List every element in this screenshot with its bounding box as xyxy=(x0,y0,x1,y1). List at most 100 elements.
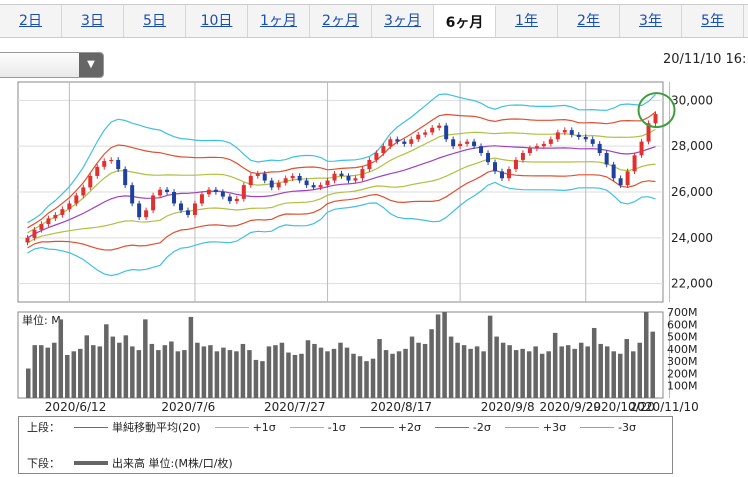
candle-body xyxy=(318,185,323,188)
tab-10[interactable]: 3年 xyxy=(620,5,682,37)
volume-bar xyxy=(442,312,447,398)
candle-body xyxy=(339,173,344,176)
volume-bar xyxy=(71,351,77,398)
candle-body xyxy=(346,175,351,181)
volume-bar xyxy=(630,351,636,398)
volume-bar xyxy=(546,351,551,398)
volume-bar xyxy=(611,351,616,398)
x-tick-label: 2020/6/12 xyxy=(45,400,107,412)
volume-bar xyxy=(429,329,434,398)
candle-body xyxy=(493,162,498,172)
bollinger-line xyxy=(27,111,656,229)
volume-bar xyxy=(383,350,389,398)
legend-item: -3σ xyxy=(580,419,636,435)
x-tick-label: 2020/9/8 xyxy=(481,400,535,412)
candle-body xyxy=(576,134,581,137)
volume-tick-label: 600M xyxy=(667,318,698,331)
volume-bar xyxy=(214,351,220,398)
legend-swatch xyxy=(580,426,615,428)
tab-0[interactable]: 2日 xyxy=(0,5,62,37)
tab-6[interactable]: 3ヶ月 xyxy=(372,5,434,37)
candle-body xyxy=(520,153,525,160)
volume-bar xyxy=(182,350,187,398)
candle-body xyxy=(499,171,504,179)
volume-bar xyxy=(286,352,291,398)
period-tabs: 2日 3日 5日 10日 1ヶ月 2ヶ月 3ヶ月 6ヶ月 1年 2年 3年 5年 xyxy=(0,4,748,38)
volume-bar xyxy=(149,343,155,398)
volume-bar xyxy=(52,342,57,398)
price-tick-label: 28,000 xyxy=(671,139,713,153)
candle-body xyxy=(60,209,65,215)
volume-bar xyxy=(260,361,265,398)
candle-body xyxy=(248,175,253,186)
tab-11[interactable]: 5年 xyxy=(682,5,744,37)
volume-bar xyxy=(474,346,480,398)
chevron-down-icon[interactable]: ▼ xyxy=(79,53,103,77)
tab-1[interactable]: 3日 xyxy=(62,5,124,37)
tab-4[interactable]: 1ヶ月 xyxy=(248,5,310,37)
tab-3[interactable]: 10日 xyxy=(186,5,248,37)
bollinger-line xyxy=(27,169,656,251)
candle-body xyxy=(297,175,302,181)
volume-bar xyxy=(565,345,571,398)
candle-body xyxy=(32,229,37,238)
volume-bar xyxy=(58,319,64,398)
volume-bar xyxy=(227,350,233,398)
volume-bar xyxy=(338,342,343,398)
tab-8[interactable]: 1年 xyxy=(496,5,558,37)
candle-body xyxy=(618,178,623,186)
legend-item: 単純移動平均(20) xyxy=(74,419,201,435)
candle-body xyxy=(95,166,100,176)
legend-lower-label: 下段： xyxy=(27,457,60,470)
volume-tick-label: 400M xyxy=(667,343,698,356)
candle-body xyxy=(67,203,72,210)
annotation-circle xyxy=(637,92,676,129)
volume-bar xyxy=(396,351,402,398)
volume-tick-label: 700M xyxy=(667,306,698,319)
volume-bar xyxy=(331,348,337,398)
candle-body xyxy=(25,237,30,243)
candle-body xyxy=(479,146,484,154)
candle-body xyxy=(81,187,86,196)
tab-7[interactable]: 6ヶ月 xyxy=(434,5,496,37)
volume-bar xyxy=(78,348,83,398)
volume-bar xyxy=(143,319,148,398)
volume-bar xyxy=(305,340,311,398)
candle-body xyxy=(416,134,421,140)
legend-item: -2σ xyxy=(434,419,491,435)
volume-bar xyxy=(253,359,259,398)
tab-2[interactable]: 5日 xyxy=(124,5,186,37)
candle-body xyxy=(255,173,260,176)
volume-bar xyxy=(409,336,415,398)
legend-item: -1σ xyxy=(289,419,346,435)
candle-body xyxy=(374,153,379,160)
legend-swatch xyxy=(359,426,394,428)
tab-9[interactable]: 2年 xyxy=(558,5,620,37)
volume-tick-label: 300M xyxy=(667,355,698,368)
volume-bar xyxy=(552,332,558,398)
volume-bar xyxy=(84,335,90,398)
volume-bar xyxy=(650,331,655,398)
volume-bar xyxy=(266,346,272,398)
candle-body xyxy=(402,141,407,144)
volume-bar xyxy=(240,343,246,398)
candle-body xyxy=(130,185,135,204)
bollinger-line xyxy=(27,93,656,224)
volume-panel: 2020/6/12 2020/7/6 2020/7/27 2020/8/17 2020/… xyxy=(17,306,699,412)
candle-body xyxy=(555,132,560,140)
candle-body xyxy=(437,125,442,128)
volume-bar xyxy=(539,353,545,398)
candle-body xyxy=(423,132,428,135)
candle-body xyxy=(241,185,246,199)
candle-body xyxy=(213,189,218,192)
tab-5[interactable]: 2ヶ月 xyxy=(310,5,372,37)
chart-type-select[interactable]: ▼ xyxy=(0,52,104,78)
volume-bar xyxy=(344,347,350,398)
x-tick-label: 2020/11/10 xyxy=(630,400,699,412)
candle-body xyxy=(458,143,463,147)
legend-item: +2σ xyxy=(359,419,421,435)
volume-bar xyxy=(520,348,525,398)
volume-unit-label: 単位: M xyxy=(22,313,61,327)
candle-body xyxy=(632,155,637,172)
volume-bar xyxy=(533,346,538,398)
